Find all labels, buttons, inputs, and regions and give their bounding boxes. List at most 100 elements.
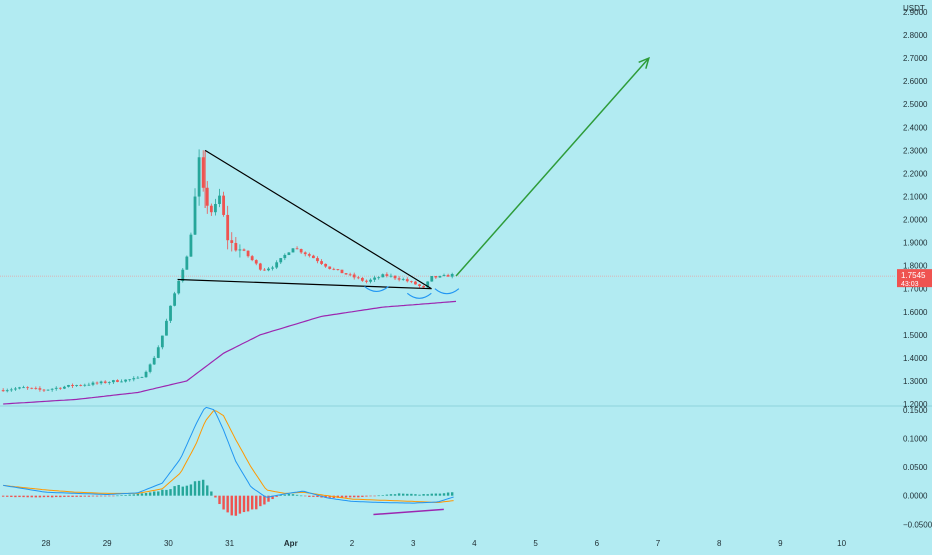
macd-histogram-bar — [365, 495, 368, 497]
macd-histogram-bar — [401, 493, 405, 496]
candle-body — [381, 274, 385, 278]
candle-body — [116, 380, 119, 382]
last-price-label: 1.7545 — [901, 271, 926, 280]
macd-histogram-bar — [357, 495, 360, 498]
bottom-arc[interactable] — [434, 288, 460, 295]
macd-histogram-bar — [450, 492, 454, 496]
date-tick-label: 5 — [533, 539, 538, 548]
candle-body — [377, 277, 381, 279]
candle-body — [279, 258, 283, 263]
macd-histogram-bar — [414, 494, 417, 496]
macd-histogram-bar — [181, 486, 184, 496]
candle-body — [169, 305, 172, 321]
price-tick-label: 1.2000 — [903, 400, 928, 409]
candle-body — [201, 157, 205, 188]
candle-body — [205, 187, 209, 206]
macd-histogram-bar — [197, 480, 201, 496]
macd-histogram-bar — [430, 493, 433, 496]
candle-body — [120, 381, 123, 383]
macd-histogram-bar — [324, 495, 327, 498]
candle-body — [340, 269, 344, 274]
candle-body — [389, 275, 393, 277]
candle-body — [242, 249, 246, 251]
macd-tick-label: 0.0500 — [903, 463, 928, 472]
candle-body — [26, 387, 30, 389]
date-tick-label: 31 — [225, 539, 234, 548]
bottom-arc[interactable] — [364, 285, 389, 292]
candle-body — [426, 281, 430, 288]
price-pane[interactable] — [0, 56, 932, 407]
date-tick-label: 9 — [778, 539, 783, 548]
macd-histogram-bar — [279, 495, 282, 496]
candle-body — [124, 379, 128, 382]
target-arrow[interactable] — [455, 57, 650, 277]
macd-histogram-bar — [304, 495, 307, 497]
macd-histogram-bar — [132, 494, 135, 496]
candle-body — [42, 389, 46, 391]
macd-histogram-bar — [67, 495, 70, 497]
candle-body — [295, 248, 299, 250]
macd-pane[interactable] — [1, 406, 454, 516]
macd-histogram-bar — [38, 495, 42, 498]
macd-histogram-bar — [1, 495, 5, 497]
macd-histogram-bar — [71, 495, 74, 497]
candle-body — [185, 256, 189, 270]
macd-histogram-bar — [87, 495, 91, 497]
bottom-arc[interactable] — [406, 292, 432, 299]
candle-body — [307, 254, 311, 256]
date-tick-label: 3 — [411, 539, 416, 548]
price-tick-label: 2.1000 — [903, 192, 928, 201]
candle-body — [177, 280, 181, 294]
macd-histogram-bar — [389, 494, 393, 496]
candle-body — [18, 387, 21, 389]
candle-body — [173, 293, 177, 306]
triangle-lower-trendline[interactable] — [177, 278, 432, 290]
target-arrow-head[interactable] — [638, 56, 650, 69]
macd-histogram-bar — [418, 494, 421, 496]
macd-histogram-bar — [316, 495, 319, 498]
macd-histogram-bar — [230, 495, 233, 516]
macd-histogram-bar — [59, 495, 62, 498]
candle-body — [409, 281, 413, 283]
date-tick-label: 10 — [837, 539, 846, 548]
macd-histogram-bar — [177, 484, 180, 496]
macd-tick-label: 0.0000 — [903, 492, 928, 501]
macd-histogram-bar — [99, 495, 103, 497]
currency-label: USDT — [903, 4, 925, 13]
candle-body — [267, 268, 270, 271]
price-tick-label: 2.6000 — [903, 77, 928, 86]
candle-body — [356, 277, 360, 279]
candle-body — [189, 234, 193, 257]
price-tick-label: 2.9000 — [903, 8, 928, 17]
candle-body — [365, 280, 368, 282]
candle-body — [287, 252, 291, 255]
candle-body — [152, 357, 156, 365]
candle-body — [254, 260, 258, 264]
candle-body — [1, 390, 5, 392]
candle-body — [238, 249, 242, 251]
price-tick-label: 1.4000 — [903, 354, 928, 363]
macd-histogram-bar — [361, 495, 364, 497]
macd-histogram-bar — [124, 494, 127, 496]
macd-histogram-bar — [10, 495, 13, 498]
macd-histogram-bar — [259, 495, 262, 507]
macd-histogram-bar — [340, 495, 344, 498]
macd-axis[interactable]: 0.1500 0.1000 0.0500 0.0000 −0.0500 — [903, 406, 932, 529]
candle-body — [336, 269, 340, 270]
last-price-badge — [897, 269, 932, 288]
macd-histogram-bar — [291, 494, 295, 496]
macd-histogram-bar — [140, 493, 144, 496]
macd-divergence-line[interactable] — [373, 508, 444, 516]
macd-histogram-bar — [201, 479, 205, 496]
macd-histogram-bar — [193, 481, 197, 496]
date-tick-label: Apr — [284, 539, 298, 548]
macd-histogram-bar — [26, 495, 29, 498]
triangle-upper-trendline[interactable] — [204, 149, 432, 290]
candle-body — [54, 387, 58, 389]
macd-histogram-bar — [157, 491, 160, 496]
time-axis[interactable]: 28 29 30 31 Apr 2 3 4 5 6 7 8 9 10 — [42, 539, 847, 548]
macd-histogram-bar — [406, 493, 409, 496]
price-axis[interactable]: 2.9000 2.8000 2.7000 2.6000 2.5000 2.4000 2.30… — [897, 8, 932, 409]
